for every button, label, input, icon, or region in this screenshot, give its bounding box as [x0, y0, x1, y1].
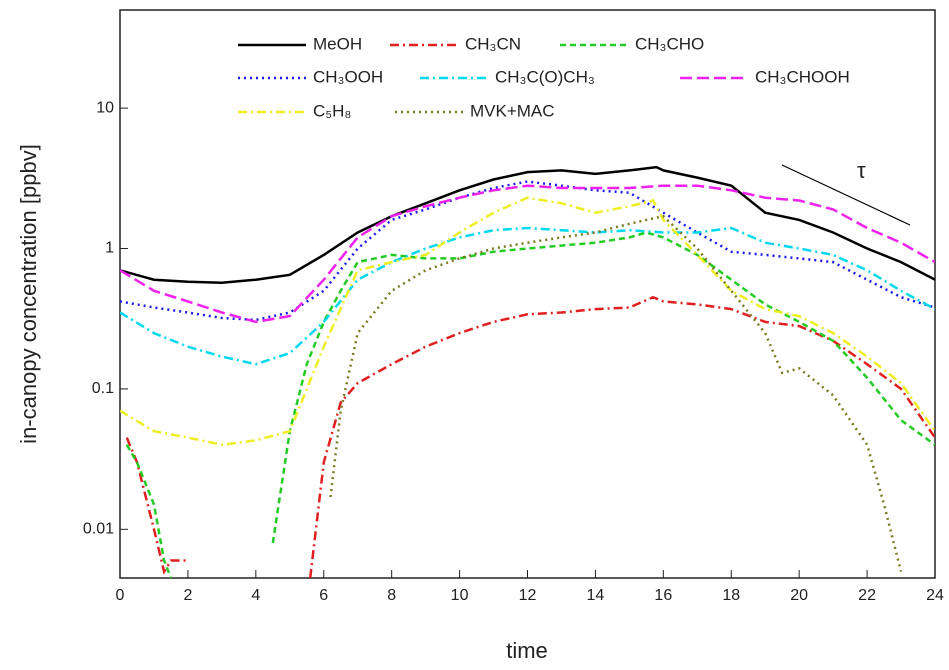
x-tick-label: 16 — [654, 587, 672, 604]
legend-label: C₅H₈ — [313, 101, 351, 120]
y-tick-label: 0.01 — [83, 521, 114, 538]
x-axis-title: time — [506, 638, 548, 663]
series-line — [329, 214, 903, 572]
legend-label: CH₃CHO — [635, 34, 704, 53]
x-tick-label: 0 — [116, 587, 125, 604]
y-axis-title: in-canopy concentration [ppbv] — [16, 144, 41, 444]
legend-label: CH₃OOH — [313, 67, 383, 86]
legend-label: CH₃CHOOH — [755, 67, 850, 86]
x-tick-label: 24 — [926, 587, 944, 604]
x-tick-label: 10 — [451, 587, 469, 604]
x-tick-label: 20 — [790, 587, 808, 604]
x-tick-label: 18 — [722, 587, 740, 604]
y-tick-label: 10 — [96, 99, 114, 116]
x-tick-label: 22 — [858, 587, 876, 604]
annotation: τ — [857, 158, 866, 183]
x-tick-label: 8 — [387, 587, 396, 604]
x-tick-label: 6 — [319, 587, 328, 604]
legend-label: MVK+MAC — [470, 101, 555, 120]
legend-label: CH₃C(O)CH₃ — [495, 67, 595, 86]
legend-label: MeOH — [313, 34, 362, 53]
legend-label: CH₃CN — [465, 34, 521, 53]
series-line — [125, 295, 935, 578]
series-line — [120, 196, 935, 447]
series-line — [125, 231, 935, 578]
y-tick-label: 0.1 — [92, 380, 114, 397]
series-line — [120, 184, 935, 324]
x-tick-label: 4 — [251, 587, 260, 604]
plot-frame — [119, 9, 936, 579]
x-tick-label: 14 — [587, 587, 605, 604]
series-line — [120, 165, 935, 285]
series-line — [120, 180, 935, 322]
series-line — [120, 226, 935, 366]
y-tick-label: 1 — [105, 240, 114, 257]
x-tick-label: 12 — [519, 587, 537, 604]
tau-line — [781, 164, 911, 226]
x-tick-label: 2 — [183, 587, 192, 604]
